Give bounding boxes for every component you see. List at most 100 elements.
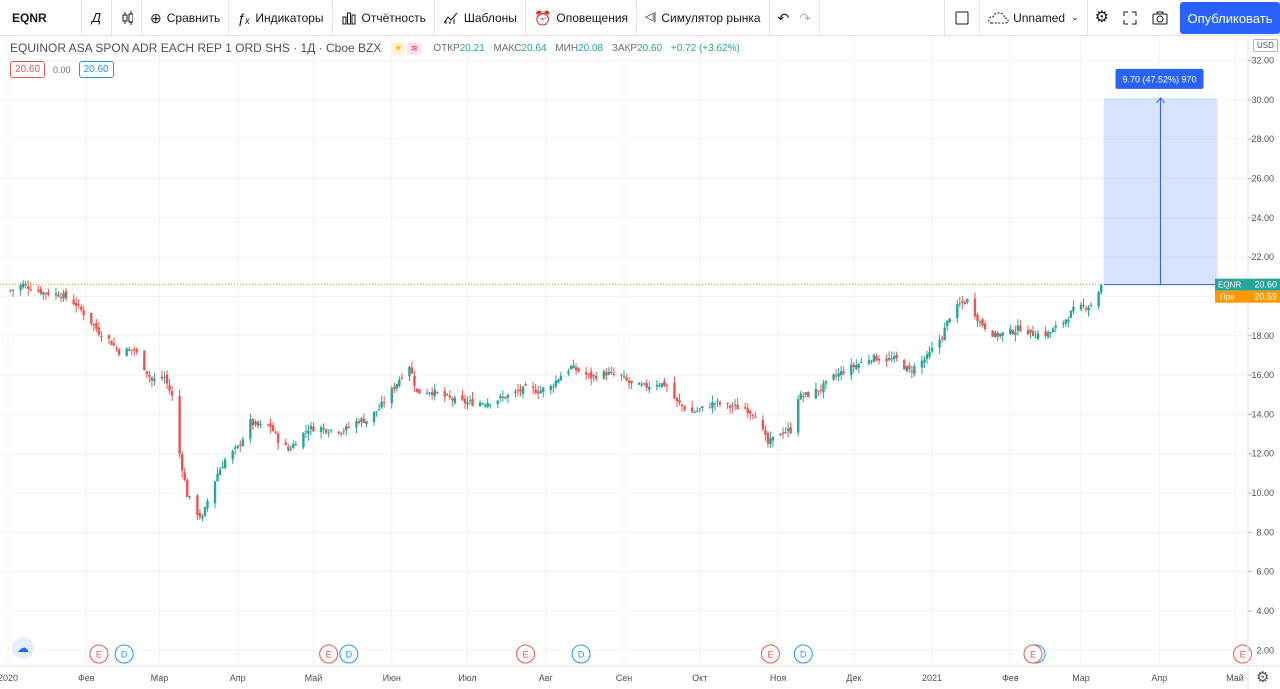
x-tick-label: Май xyxy=(305,673,323,683)
candle-body xyxy=(408,367,411,377)
y-tick-label: 22.00 xyxy=(1251,252,1274,262)
compare-button[interactable]: ⊕ Сравнить xyxy=(142,0,230,36)
alerts-label: Оповещения xyxy=(556,10,629,25)
candle-body xyxy=(160,376,164,379)
candle-body xyxy=(978,321,982,323)
sun-icon[interactable]: ☀ xyxy=(391,41,406,55)
buy-button[interactable]: 20.60 xyxy=(78,61,114,78)
candle-body xyxy=(554,380,558,387)
x-tick-label: Сен xyxy=(616,673,633,683)
event-letter: D xyxy=(800,650,807,660)
fullscreen-button[interactable] xyxy=(1116,0,1144,36)
settings-button[interactable]: ⚙ xyxy=(1088,0,1116,36)
candle-body xyxy=(294,444,298,446)
replay-button[interactable]: ◁| Симулятор рынка xyxy=(637,0,770,36)
candle-body xyxy=(665,384,669,386)
candle-body xyxy=(680,404,684,406)
financials-label: Отчётность xyxy=(361,10,426,25)
candle-body xyxy=(731,406,734,408)
chevron-down-icon: ⌄ xyxy=(1071,12,1079,22)
x-tick-label: Фев xyxy=(78,673,95,683)
event-circle xyxy=(793,644,813,664)
indicators-button[interactable]: ƒₓ Индикаторы xyxy=(229,0,333,36)
candle-body xyxy=(483,405,487,407)
candle-body xyxy=(428,392,431,394)
candle-body xyxy=(1001,332,1004,336)
candle-body xyxy=(771,436,775,441)
templates-button[interactable]: Шаблоны xyxy=(435,0,526,36)
layout-name-button[interactable]: Unnamed ⌄ xyxy=(980,0,1088,36)
candle-body xyxy=(622,376,626,378)
y-tick-label: 28.00 xyxy=(1251,134,1274,144)
y-tick-label: 10.00 xyxy=(1251,488,1274,498)
candle-body xyxy=(274,431,277,433)
candle-body xyxy=(39,288,43,294)
candle-body xyxy=(135,349,138,353)
candle-body xyxy=(168,385,171,391)
toolbar-spacer xyxy=(820,0,946,36)
candle-body xyxy=(165,374,169,384)
candle-body xyxy=(733,404,737,406)
sell-button[interactable]: 20.60 xyxy=(10,61,46,78)
candle-body xyxy=(62,293,65,299)
candle-body xyxy=(395,384,399,389)
square-icon xyxy=(955,11,969,24)
candle-body xyxy=(943,327,946,341)
pre-market-label: Пре xyxy=(1220,293,1235,302)
currency-label[interactable]: USD xyxy=(1253,39,1278,52)
redo-button[interactable]: ↷ xyxy=(795,0,820,36)
dividend-marker: D xyxy=(793,644,813,664)
alerts-button[interactable]: ⏰ Оповещения xyxy=(526,0,638,36)
candle-body xyxy=(996,332,999,337)
candle-body xyxy=(867,360,871,364)
dividend-marker: D xyxy=(114,644,134,664)
candle-body xyxy=(928,351,931,357)
publish-button[interactable]: Опубликовать xyxy=(1180,2,1280,34)
scale-settings-icon[interactable]: ⚙ xyxy=(1256,669,1270,686)
candle-body xyxy=(327,432,330,434)
candle-body xyxy=(11,289,15,291)
layout-button[interactable] xyxy=(945,0,981,36)
snapshot-button[interactable] xyxy=(1144,0,1176,36)
time-axis: 2020 Фев Мар Апр Май Июн Июл Авг Сен Окт Ноя Дек 202… xyxy=(0,665,1280,683)
candle-body xyxy=(461,395,464,400)
wave-icon[interactable]: ≋ xyxy=(407,41,422,55)
candle-body xyxy=(648,386,651,390)
candle-body xyxy=(839,371,843,376)
candle-body xyxy=(1026,329,1030,335)
candle-body xyxy=(206,500,209,509)
pre-market-tag: Пре 20.59 xyxy=(1215,290,1280,303)
candle-body xyxy=(1067,319,1070,322)
candle-body xyxy=(643,383,646,385)
candle-body xyxy=(536,391,540,394)
candle-body xyxy=(910,370,914,372)
candle-body xyxy=(1044,331,1047,336)
candle-body xyxy=(127,349,131,351)
candle-body xyxy=(357,421,361,423)
templates-icon xyxy=(443,12,458,24)
candle-body xyxy=(42,292,45,295)
candle-body xyxy=(981,319,984,326)
candle-body xyxy=(337,431,340,434)
financials-button[interactable]: Отчётность xyxy=(333,0,435,36)
candle-body xyxy=(92,323,96,325)
chart-type-button[interactable] xyxy=(112,0,142,36)
hide-drawings-icon[interactable]: ☁ xyxy=(12,637,34,659)
y-tick-label: 18.00 xyxy=(1251,331,1274,341)
event-circle xyxy=(89,644,109,664)
symbol-search-button[interactable]: EQNR xyxy=(0,0,82,36)
candle-body xyxy=(304,431,308,433)
candle-body xyxy=(784,431,787,433)
candle-body xyxy=(799,393,802,400)
y-tick-label: 24.00 xyxy=(1251,213,1274,223)
candle-body xyxy=(834,375,838,377)
candle-body xyxy=(471,398,474,406)
candle-body xyxy=(340,432,343,434)
interval-button[interactable]: Д xyxy=(82,0,112,36)
event-letter: E xyxy=(767,650,773,660)
undo-button[interactable]: ↶ xyxy=(770,0,796,36)
candle-body xyxy=(360,418,363,423)
candle-body xyxy=(683,406,686,410)
candle-body xyxy=(923,359,926,363)
